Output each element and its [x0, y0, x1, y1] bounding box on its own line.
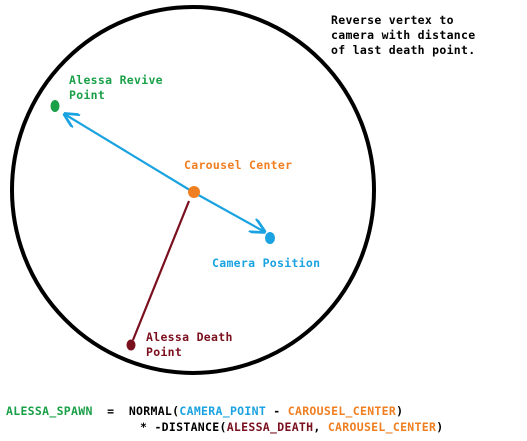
note-text: Reverse vertex to camera with distance o…: [331, 13, 476, 57]
formula-line-2: * -DISTANCE(ALESSA_DEATH, CAROUSEL_CENTE…: [140, 419, 443, 435]
camera-position-label: Camera Position: [212, 256, 321, 270]
formula-carousel-center: CAROUSEL_CENTER: [287, 404, 397, 418]
formula-line-1: ALESSA_SPAWN = NORMAL(CAMERA_POINT - CAR…: [6, 403, 403, 419]
carousel-circle: [10, 5, 376, 375]
carousel-center-label: Carousel Center: [184, 158, 293, 172]
formula-equals: =: [92, 404, 129, 418]
camera-point: [265, 232, 275, 244]
revive-point-label: Alessa Revive Point: [69, 73, 163, 102]
center-to-camera-arrow: [192, 191, 263, 231]
formula-minus: -: [266, 404, 288, 418]
formula-close-2: ): [436, 420, 444, 434]
death-point-label: Alessa Death Point: [146, 330, 233, 359]
formula-alessa-death: ALESSA_DEATH: [226, 420, 314, 434]
carousel-center-point: [188, 186, 200, 198]
formula-close: ): [396, 404, 404, 418]
death-point: [126, 339, 136, 351]
formula-normal-open: NORMAL(: [128, 404, 180, 418]
center-to-death-line: [131, 200, 191, 341]
formula-lhs: ALESSA_SPAWN: [6, 404, 93, 418]
center-to-revive-arrow: [66, 115, 194, 193]
formula-times-distance: * -DISTANCE(: [140, 420, 227, 434]
formula-camera-point: CAMERA_POINT: [179, 404, 267, 418]
revive-point: [50, 100, 60, 112]
formula-comma: ,: [313, 420, 328, 434]
formula-carousel-center-2: CAROUSEL_CENTER: [327, 420, 437, 434]
